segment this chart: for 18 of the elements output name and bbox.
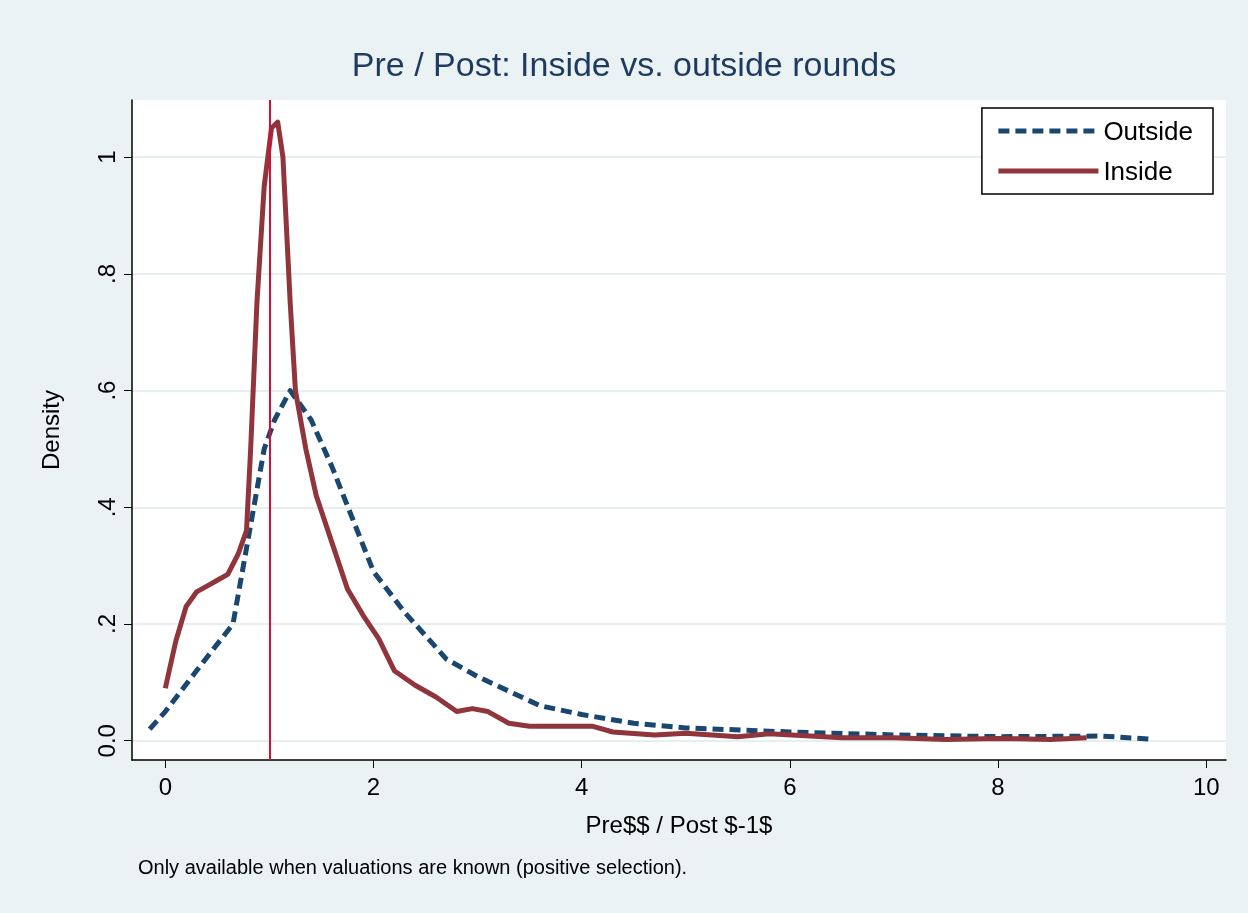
y-tick-label: .8 xyxy=(92,263,120,284)
y-tick-label: .2 xyxy=(92,614,120,635)
chart-title: Pre / Post: Inside vs. outside rounds xyxy=(351,45,897,83)
x-tick-label: 0 xyxy=(158,772,172,800)
x-tick-label: 10 xyxy=(1192,772,1220,800)
y-tick-label: .4 xyxy=(92,497,120,518)
x-tick-label: 6 xyxy=(783,772,797,800)
x-tick-label: 2 xyxy=(366,772,381,800)
x-tick-label: 8 xyxy=(991,772,1005,800)
y-tick-label: 0.0 xyxy=(92,724,120,758)
y-tick-label: .6 xyxy=(92,380,120,401)
y-tick-label: 1 xyxy=(92,150,120,164)
y-axis-title: Density xyxy=(36,389,64,471)
legend-label: Outside xyxy=(1103,116,1194,146)
legend-label: Inside xyxy=(1103,156,1173,186)
text: Only available when valuations are known (positive selection). xyxy=(138,856,688,878)
x-tick-label: 4 xyxy=(574,772,589,800)
x-axis-title: Pre$$ / Post $-1$ xyxy=(585,810,773,838)
